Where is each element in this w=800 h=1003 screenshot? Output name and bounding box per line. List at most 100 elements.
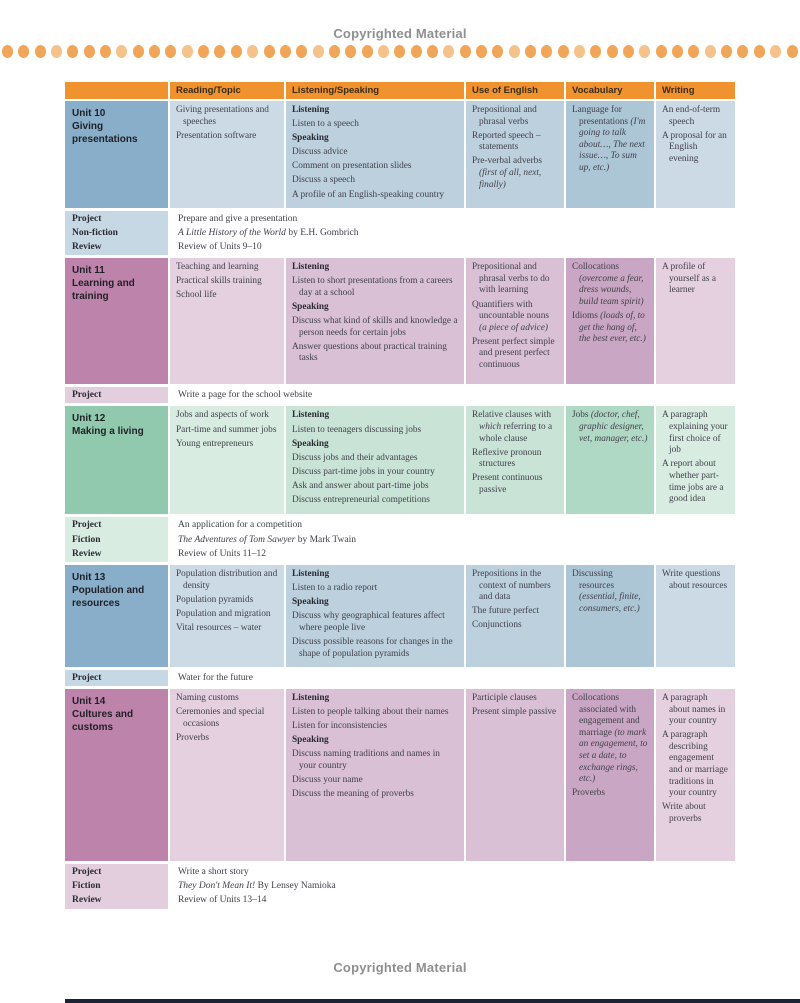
skill-heading: Listening	[292, 262, 330, 273]
dots-row	[2, 44, 798, 58]
syllabus-item: Population pyramids	[176, 594, 254, 605]
footer-label-cell: Project Fiction Review	[65, 863, 168, 909]
unit-number: Unit 13	[72, 572, 106, 584]
unit-title: Learning and training	[72, 278, 135, 303]
footer-row-label: Project	[72, 672, 102, 683]
listening-speaking-cell: Listening Listen to short presentations f…	[286, 258, 464, 385]
syllabus-item: Listen to a speech	[292, 119, 359, 130]
decorative-dot	[770, 44, 782, 58]
decorative-dot	[557, 44, 569, 58]
column-header-empty	[65, 82, 168, 99]
footer-label-cell: Project Fiction Review	[65, 517, 168, 563]
decorative-dot	[639, 44, 651, 58]
footer-row-text: Write a page for the school website	[178, 390, 313, 401]
copyright-notice-top: Copyrighted Material	[333, 26, 467, 41]
use-of-english-cell: Prepositional and phrasal verbs to do wi…	[466, 258, 564, 385]
syllabus-item: Listen for inconsistencies	[292, 721, 388, 732]
footer-row-text: A Little History of the World by E.H. Go…	[178, 227, 359, 238]
syllabus-item: An end-of-term speech	[662, 105, 721, 127]
syllabus-item: Discuss the meaning of proverbs	[292, 789, 414, 800]
syllabus-item: Quantifiers with uncountable nouns (a pi…	[472, 299, 549, 333]
unit-title: Making a living	[72, 426, 144, 438]
syllabus-item: Discuss what kind of skills and knowledg…	[292, 316, 458, 338]
footer-label-cell: Project Non-fiction Review	[65, 210, 168, 256]
unit-title: Cultures and customs	[72, 708, 134, 733]
syllabus-item: Present simple passive	[472, 707, 557, 718]
column-header-listening-speaking: Listening/Speaking	[286, 82, 464, 99]
syllabus-item: Prepositional and phrasal verbs to do wi…	[472, 262, 550, 296]
footer-label-cell: Project	[65, 387, 168, 404]
decorative-dot	[198, 44, 210, 58]
footer-row-text: An application for a competition	[178, 520, 302, 531]
unit-label-cell: Unit 11 Learning and training	[65, 258, 168, 385]
unit-title: Population and resources	[72, 585, 145, 610]
decorative-dot	[394, 44, 406, 58]
footer-row-label: Project	[72, 213, 102, 224]
decorative-dot	[606, 44, 618, 58]
skill-heading: Speaking	[292, 438, 329, 449]
syllabus-item: Write questions about resources	[662, 569, 728, 591]
syllabus-item: Write about proverbs	[662, 802, 706, 824]
copyright-notice-bottom: Copyrighted Material	[333, 960, 467, 975]
unit-footer-row: Project Fiction Review An application for …	[65, 517, 739, 563]
decorative-dot	[361, 44, 373, 58]
syllabus-item: A paragraph about names in your country	[662, 692, 726, 727]
syllabus-item: Presentation software	[176, 130, 257, 141]
reading-topic-cell: Population distribution and density Popul…	[170, 565, 284, 667]
syllabus-item: A profile of yourself as a learner	[662, 262, 716, 296]
reading-topic-cell: Giving presentations and speeches Present…	[170, 101, 284, 208]
vocabulary-cell: Language for presentations (I'm going to…	[566, 101, 654, 208]
syllabus-item: Proverbs	[572, 788, 606, 799]
unit-row: Unit 14 Cultures and customs Naming cust…	[65, 688, 739, 861]
decorative-dot	[672, 44, 684, 58]
syllabus-item: Collocations (overcome a fear, dress wou…	[572, 262, 644, 308]
footer-row-label: Project	[72, 866, 102, 877]
syllabus-item: Discuss jobs and their advantages	[292, 452, 418, 463]
syllabus-item: Young entrepreneurs	[176, 438, 254, 449]
writing-cell: A paragraph about names in your country A…	[656, 688, 735, 861]
column-header-use-of-english: Use of English	[466, 82, 564, 99]
writing-cell: A paragraph explaining your first choice…	[656, 406, 735, 515]
unit-number: Unit 14	[72, 695, 106, 707]
footer-row-label: Fiction	[72, 881, 101, 892]
syllabus-item: Naming customs	[176, 692, 239, 703]
decorative-dot	[181, 44, 193, 58]
decorative-dot	[459, 44, 471, 58]
skill-heading: Listening	[292, 105, 330, 115]
footer-row-label: Review	[72, 242, 102, 253]
syllabus-item: A paragraph explaining your first choice…	[662, 410, 728, 456]
decorative-dot	[67, 44, 79, 58]
footer-row-text: Review of Units 9–10	[178, 242, 262, 253]
syllabus-item: Practical skills training	[176, 276, 262, 287]
unit-footer-row: Project Write a page for the school webs…	[65, 387, 739, 404]
syllabus-item: Reflexive pronoun structures	[472, 447, 542, 470]
syllabus-item: Participle clauses	[472, 692, 537, 703]
decorative-dot	[18, 44, 30, 58]
syllabus-item: Discuss part-time jobs in your country	[292, 466, 435, 477]
footer-content-cell: Prepare and give a presentation A Little …	[170, 210, 735, 256]
use-of-english-cell: Relative clauses with which referring to…	[466, 406, 564, 515]
syllabus-item: Discuss naming traditions and names in y…	[292, 749, 440, 771]
reading-topic-cell: Naming customs Ceremonies and special occ…	[170, 688, 284, 861]
syllabus-item: Language for presentations (I'm going to…	[572, 105, 646, 173]
footer-row-text: Prepare and give a presentation	[178, 213, 298, 224]
syllabus-item: Present continuous passive	[472, 473, 543, 496]
page-edge-bar	[65, 999, 800, 1003]
unit-number: Unit 10	[72, 108, 106, 119]
decorative-dot	[312, 44, 324, 58]
footer-content-cell: Water for the future	[170, 669, 735, 686]
syllabus-item: School life	[176, 290, 217, 301]
column-header-writing: Writing	[656, 82, 735, 99]
decorative-dot	[149, 44, 161, 58]
writing-cell: A profile of yourself as a learner	[656, 258, 735, 385]
decorative-dot	[230, 44, 242, 58]
footer-row-label: Review	[72, 895, 102, 906]
unit-number: Unit 11	[72, 265, 105, 277]
toc-table: Reading/Topic Listening/Speaking Use of En…	[65, 82, 739, 912]
decorative-dot	[51, 44, 63, 58]
column-header-reading-topic: Reading/Topic	[170, 82, 284, 99]
reading-topic-cell: Teaching and learning Practical skills tr…	[170, 258, 284, 385]
syllabus-item: Listen to teenagers discussing jobs	[292, 424, 422, 435]
syllabus-item: A report about whether part-time jobs ar…	[662, 459, 724, 505]
syllabus-item: Discuss a speech	[292, 175, 355, 186]
